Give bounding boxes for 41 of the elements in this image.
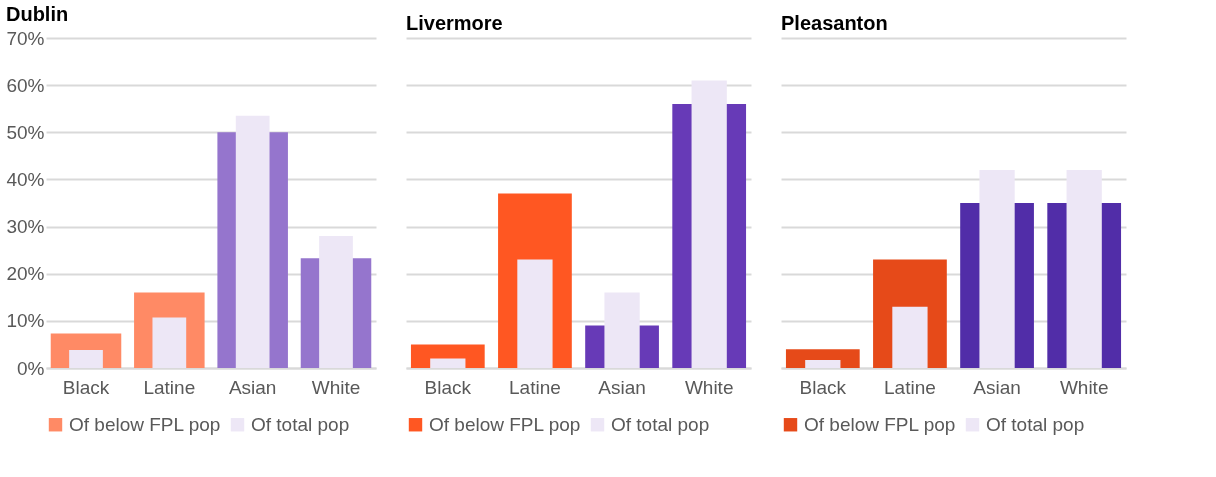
x-tick-label: White	[311, 376, 361, 398]
y-tick-label: 20%	[6, 263, 45, 285]
x-tick-label: Latine	[884, 376, 936, 398]
y-tick-label: 10%	[6, 310, 45, 332]
legend-label: Of total pop	[251, 413, 350, 435]
bar	[979, 170, 1015, 368]
y-tick-label: 70%	[6, 27, 45, 49]
legend-label: Of below FPL pop	[69, 413, 221, 435]
bar	[152, 317, 187, 368]
y-tick-label: 60%	[6, 74, 45, 96]
bar	[892, 306, 928, 368]
bar	[517, 259, 553, 368]
x-tick-label: Asian	[228, 376, 277, 398]
chart-title: Livermore	[406, 12, 503, 34]
y-tick-label: 30%	[6, 216, 45, 238]
legend-label: Of below FPL pop	[429, 413, 581, 435]
bar	[805, 359, 841, 368]
x-tick-label: Asian	[973, 376, 1021, 398]
chart-title: Dublin	[5, 3, 69, 25]
x-tick-label: Latine	[509, 376, 561, 398]
bar	[691, 80, 727, 368]
x-tick-label: White	[1059, 376, 1109, 398]
x-tick-label: Black	[424, 376, 472, 398]
y-tick-label: 50%	[6, 121, 45, 143]
x-tick-label: White	[684, 376, 734, 398]
bar	[1066, 170, 1102, 368]
bar	[430, 358, 466, 368]
legend-label: Of below FPL pop	[804, 413, 956, 435]
x-tick-label: Latine	[143, 376, 196, 398]
x-tick-label: Black	[799, 376, 847, 398]
x-tick-label: Black	[62, 376, 110, 398]
bar	[319, 236, 353, 368]
chart-title: Pleasanton	[781, 12, 888, 34]
y-tick-label: 40%	[6, 168, 45, 190]
bar	[604, 292, 640, 368]
bar	[69, 350, 103, 368]
legend-label: Of total pop	[611, 413, 710, 435]
x-tick-label: Asian	[598, 376, 646, 398]
bar	[235, 115, 270, 368]
legend-label: Of total pop	[986, 413, 1085, 435]
y-tick-label: 0%	[17, 357, 45, 379]
